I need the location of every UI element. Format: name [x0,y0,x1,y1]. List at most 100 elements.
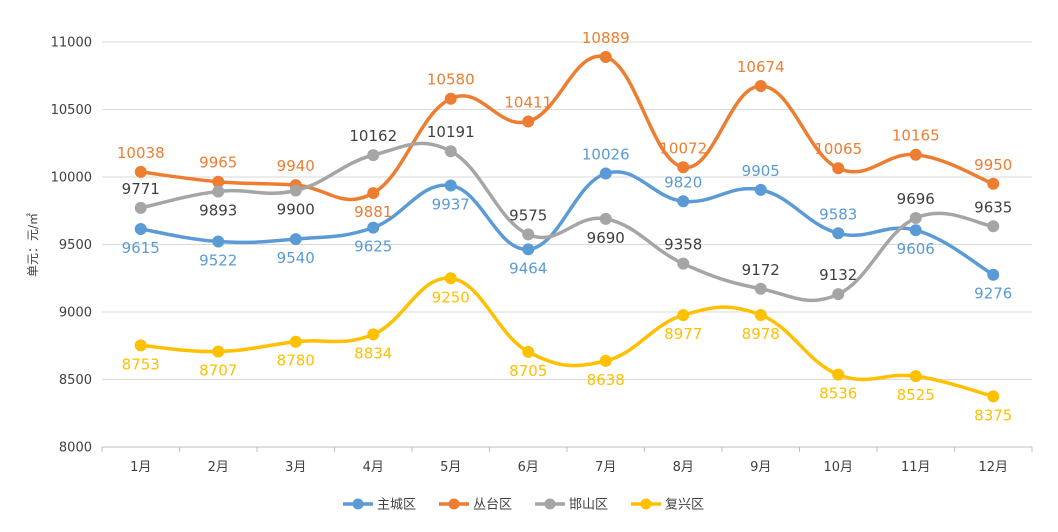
data-point[interactable] [832,288,845,301]
data-label: 9905 [742,162,780,180]
data-point[interactable] [134,222,147,235]
legend-item[interactable]: 丛台区 [439,498,512,513]
data-label: 8753 [122,355,160,373]
data-point[interactable] [367,328,380,341]
data-label: 9881 [354,203,392,221]
legend-marker [448,498,460,510]
data-point[interactable] [987,390,1000,403]
data-label: 10162 [349,127,397,145]
data-label: 8978 [742,325,780,343]
x-tick-label: 2月 [208,460,229,475]
data-point[interactable] [134,201,147,214]
x-tick-label: 1月 [130,460,151,475]
data-point[interactable] [754,183,767,196]
y-axis-ticks: 8000 8500 9000 9500 10000 10500 11000 [51,36,92,456]
series-line [139,170,995,277]
data-point[interactable] [909,148,922,161]
data-point[interactable] [832,162,845,175]
x-tick-label: 3月 [285,460,306,475]
data-label: 8525 [897,386,935,404]
data-label: 8780 [277,352,315,370]
data-label: 9606 [897,240,935,258]
data-point[interactable] [677,257,690,270]
data-label: 10411 [504,94,552,112]
data-point[interactable] [909,370,922,383]
data-label: 9464 [509,259,547,277]
y-axis-label: 单元：元/㎡ [26,213,40,277]
data-point[interactable] [212,345,225,358]
data-point[interactable] [677,161,690,174]
legend-item[interactable]: 邯山区 [535,498,608,513]
data-label: 10165 [892,127,940,145]
data-point[interactable] [289,184,302,197]
data-point[interactable] [987,268,1000,281]
data-label: 9583 [819,205,857,223]
data-label: 9132 [819,266,857,284]
data-label: 10889 [582,29,630,47]
data-point[interactable] [599,167,612,180]
y-tick-label: 8500 [59,373,92,388]
data-label: 10072 [659,139,707,157]
data-point[interactable] [522,345,535,358]
legend-label: 邯山区 [569,498,608,513]
data-point[interactable] [212,235,225,248]
data-point[interactable] [677,195,690,208]
data-point[interactable] [367,149,380,162]
data-label: 10026 [582,145,630,163]
data-point[interactable] [832,227,845,240]
data-point[interactable] [134,339,147,352]
data-point[interactable] [444,145,457,158]
data-label: 8977 [664,325,702,343]
legend-label: 复兴区 [665,498,704,513]
data-point[interactable] [599,354,612,367]
x-tick-label: 7月 [595,460,616,475]
data-point[interactable] [444,272,457,285]
x-tick-label: 10月 [823,460,853,475]
data-label: 9172 [742,261,780,279]
y-tick-label: 11000 [51,36,92,51]
data-point[interactable] [367,221,380,234]
y-tick-label: 9000 [59,306,92,321]
data-point[interactable] [289,335,302,348]
data-label: 9625 [354,238,392,256]
x-tick-label: 6月 [518,460,539,475]
data-point[interactable] [522,243,535,256]
x-tick-label: 9月 [750,460,771,475]
data-point[interactable] [832,368,845,381]
data-label: 9575 [509,206,547,224]
data-point[interactable] [522,115,535,128]
data-point[interactable] [522,228,535,241]
data-point[interactable] [754,308,767,321]
data-point[interactable] [444,179,457,192]
data-label: 9690 [587,229,625,247]
data-point[interactable] [754,80,767,93]
data-point[interactable] [212,185,225,198]
x-axis-ticks: 1月 2月 3月 4月 5月 6月 7月 8月 9月 10月 11月 12月 [101,447,1033,475]
data-label: 9900 [277,201,315,219]
data-point[interactable] [367,187,380,200]
data-label: 9540 [277,249,315,267]
legend-item[interactable]: 复兴区 [631,498,704,513]
data-label: 10065 [814,140,862,158]
data-label: 9358 [664,236,702,254]
data-label: 9820 [664,173,702,191]
data-point[interactable] [599,50,612,63]
data-point[interactable] [909,224,922,237]
data-label: 9940 [277,157,315,175]
x-tick-label: 4月 [363,460,384,475]
data-point[interactable] [134,165,147,178]
series-line [139,141,995,303]
data-point[interactable] [909,212,922,225]
legend[interactable]: 主城区 丛台区 邯山区 复兴区 [343,498,704,513]
data-point[interactable] [987,177,1000,190]
data-point[interactable] [677,309,690,322]
data-point[interactable] [754,282,767,295]
data-point[interactable] [289,233,302,246]
legend-item[interactable]: 主城区 [343,498,416,513]
data-point[interactable] [987,220,1000,233]
data-point[interactable] [444,92,457,105]
x-tick-label: 11月 [901,460,931,475]
data-point[interactable] [599,212,612,225]
